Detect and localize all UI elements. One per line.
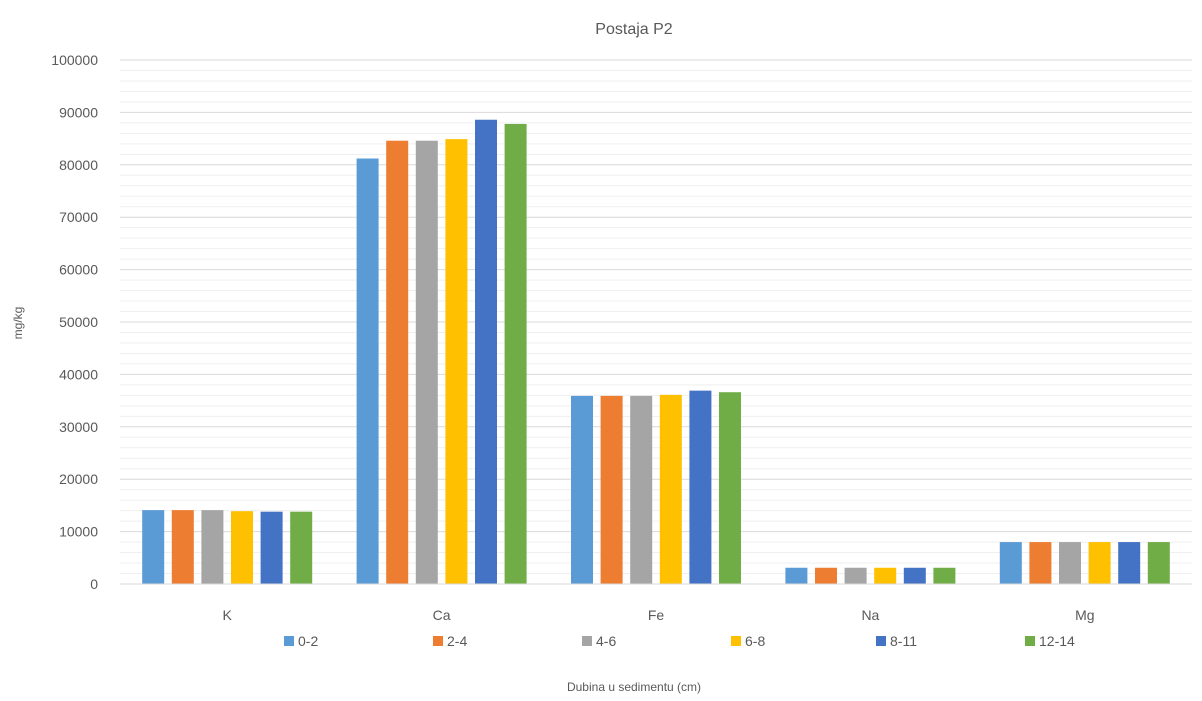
y-tick-label: 80000 [59, 157, 98, 173]
y-tick-label: 10000 [59, 524, 98, 540]
legend-swatch [876, 636, 886, 646]
y-tick-label: 0 [90, 576, 98, 592]
x-tick-label: Mg [1075, 607, 1094, 623]
bar-na-4-6 [844, 567, 867, 584]
y-axis-label: mg/kg [11, 307, 25, 340]
bar-fe-4-6 [630, 395, 653, 584]
y-tick-label: 100000 [51, 52, 98, 68]
bars [142, 119, 1170, 585]
bar-fe-6-8 [659, 394, 682, 584]
legend-label: 0-2 [298, 633, 318, 649]
chart-title: Postaja P2 [595, 21, 672, 38]
legend-label: 4-6 [596, 633, 616, 649]
legend-swatch [433, 636, 443, 646]
bar-na-0-2 [785, 567, 808, 584]
x-axis-label: Dubina u sedimentu (cm) [567, 680, 701, 694]
y-tick-label: 70000 [59, 209, 98, 225]
x-tick-label: Ca [433, 607, 451, 623]
bar-k-0-2 [142, 510, 165, 584]
bar-k-12-14 [290, 511, 313, 584]
y-tick-label: 30000 [59, 419, 98, 435]
bar-k-2-4 [171, 510, 194, 584]
legend-swatch [731, 636, 741, 646]
bar-k-8-11 [260, 511, 283, 584]
y-tick-label: 60000 [59, 262, 98, 278]
bar-na-6-8 [874, 567, 897, 584]
legend-label: 8-11 [890, 633, 917, 649]
bar-mg-8-11 [1118, 542, 1141, 584]
y-tick-label: 40000 [59, 366, 98, 382]
x-tick-label: K [223, 607, 233, 623]
x-tick-label: Na [861, 607, 879, 623]
bar-ca-4-6 [415, 140, 438, 585]
legend-label: 2-4 [447, 633, 467, 649]
x-tick-label: Fe [648, 607, 665, 623]
legend-swatch [582, 636, 592, 646]
bar-k-4-6 [201, 510, 224, 584]
bar-k-6-8 [231, 511, 253, 584]
bar-fe-2-4 [600, 395, 623, 584]
bar-fe-8-11 [689, 390, 712, 584]
bar-na-2-4 [815, 567, 837, 584]
legend: 0-2 2-4 4-6 6-8 8-11 12-14 [284, 633, 1075, 649]
bar-na-12-14 [933, 567, 956, 584]
bar-na-8-11 [903, 567, 926, 584]
y-tick-label: 50000 [59, 314, 98, 330]
bar-mg-4-6 [1059, 542, 1081, 584]
legend-swatch [284, 636, 294, 646]
y-tick-label: 20000 [59, 471, 98, 487]
bar-fe-0-2 [571, 395, 593, 584]
y-axis-ticks: 0 10000 20000 30000 40000 50000 60000 70000 8000… [51, 52, 98, 592]
bar-ca-8-11 [475, 119, 497, 585]
y-tick-label: 90000 [59, 104, 98, 120]
bar-ca-0-2 [356, 158, 379, 584]
bar-mg-0-2 [999, 542, 1022, 584]
bar-mg-6-8 [1088, 542, 1111, 584]
gridlines [120, 59, 1192, 575]
legend-label: 12-14 [1039, 633, 1075, 649]
legend-swatch [1025, 636, 1035, 646]
bar-ca-12-14 [504, 123, 527, 584]
x-axis-ticks: K Ca Fe Na Mg [223, 607, 1095, 623]
bar-mg-2-4 [1029, 542, 1052, 584]
bar-ca-2-4 [386, 140, 409, 585]
bar-ca-6-8 [445, 139, 468, 584]
bar-mg-12-14 [1147, 542, 1170, 584]
bar-fe-12-14 [719, 392, 741, 584]
legend-label: 6-8 [745, 633, 765, 649]
